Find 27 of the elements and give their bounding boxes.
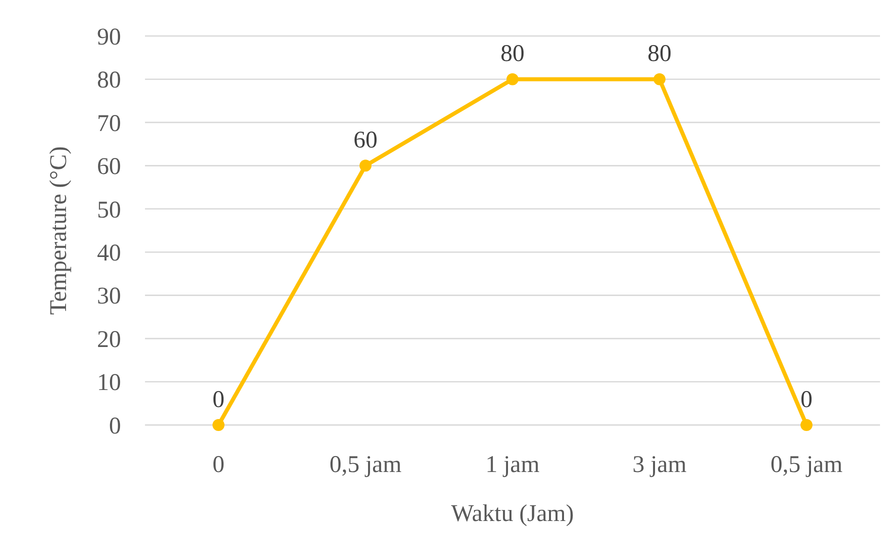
y-tick-label: 50 (97, 197, 121, 224)
y-axis-title: Temperature (°C) (46, 146, 72, 315)
x-tick-label: 3 jam (632, 452, 687, 478)
point (212, 419, 224, 431)
data-label: 80 (500, 41, 524, 68)
y-tick-label: 80 (97, 68, 121, 94)
point (800, 419, 812, 431)
data-label: 0 (800, 387, 812, 413)
point (360, 160, 372, 172)
y-tick-label: 90 (97, 24, 121, 50)
y-tick-label: 30 (97, 284, 121, 310)
y-tick-label: 0 (109, 413, 121, 440)
y-tick-label: 60 (97, 154, 121, 180)
point (654, 73, 666, 86)
y-tick-label: 20 (97, 326, 121, 353)
y-tick-label: 10 (97, 370, 121, 396)
data-label: 0 (212, 387, 224, 413)
x-axis-title: Waktu (Jam) (451, 501, 574, 527)
x-tick-label: 0,5 jam (330, 452, 402, 478)
x-tick-label: 0,5 jam (770, 452, 843, 478)
x-tick-label: 1 jam (486, 452, 540, 478)
y-tick-label: 40 (97, 240, 121, 267)
data-label: 60 (354, 128, 378, 154)
point (506, 73, 518, 86)
x-tick-label: 0 (212, 452, 224, 478)
y-tick-label: 70 (97, 110, 121, 137)
data-label: 80 (648, 41, 672, 68)
